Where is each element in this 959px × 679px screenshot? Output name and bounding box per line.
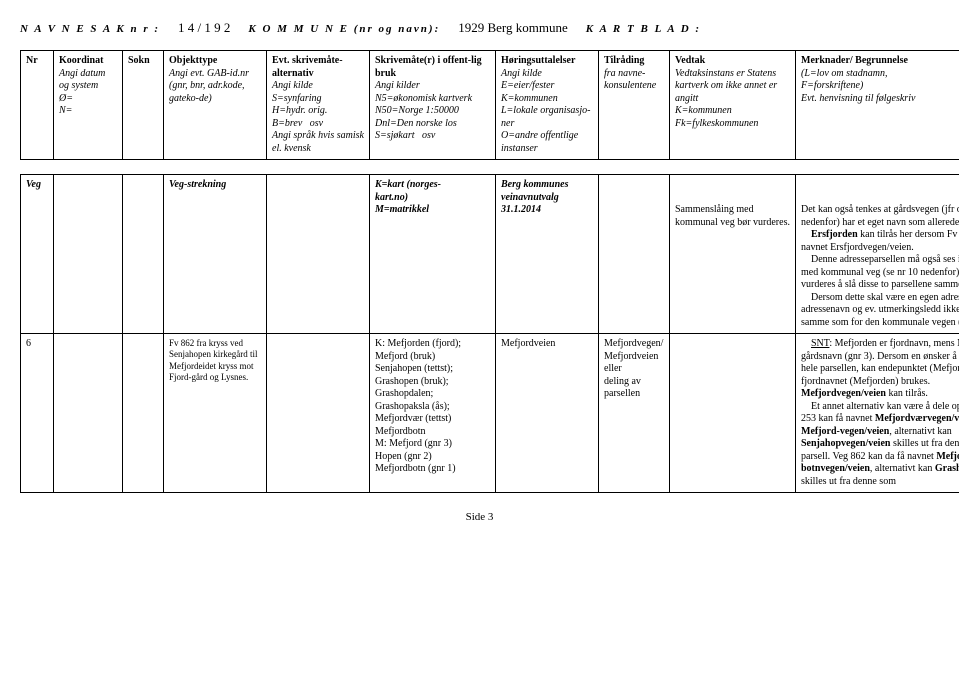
r2-sokn: [123, 334, 164, 493]
r1-nr: Veg: [21, 175, 54, 334]
col-obj-b: Objekttype: [169, 55, 217, 66]
navnesak-label: N A V N E S A K n r :: [20, 23, 160, 35]
col-evt-b: Evt. skrivemåte-alternativ: [272, 55, 343, 79]
r1-koor: [54, 175, 123, 334]
col-skr-i: Angi kilder N5=økonomisk kartverk N50=No…: [375, 80, 472, 141]
r1-sokn: [123, 175, 164, 334]
r2-ved: [670, 334, 796, 493]
table-row: 6 Fv 862 fra kryss ved Senjahopen kirkeg…: [21, 334, 959, 493]
col-koor-i: Angi datum og system Ø= N=: [59, 68, 105, 117]
col-skr-b: Skrivemåte(r) i offent-lig bruk: [375, 55, 482, 79]
kartblad-label: K A R T B L A D :: [586, 23, 701, 35]
col-sokn: Sokn: [128, 55, 150, 66]
col-hor-i: Angi kilde E=eier/fester K=kommunen L=lo…: [501, 68, 590, 154]
r2-skr: K: Mefjorden (fjord); Mefjord (bruk) Sen…: [370, 334, 496, 493]
r2-obj: Fv 862 fra kryss ved Senjahopen kirkegår…: [164, 334, 267, 493]
col-til-i: fra navne-konsulentene: [604, 68, 656, 92]
navnesak-val: 1 4 / 1 9 2: [178, 20, 230, 36]
col-ved-i: Vedtaksinstans er Statens kartverk om ik…: [675, 68, 780, 129]
body-table: Veg Veg-strekning K=kart (norges- kart.n…: [20, 174, 959, 493]
doc-header: N A V N E S A K n r : 1 4 / 1 9 2 K O M …: [20, 20, 939, 36]
kommune-label: K O M M U N E (nr og navn):: [248, 23, 440, 35]
r1-ved: Sammenslåing med kommunal veg bør vurder…: [670, 175, 796, 334]
col-merk-i: (L=lov om stadnamn, F=forskriftene) Evt.…: [801, 68, 915, 104]
r2-hor: Mefjordveien: [496, 334, 599, 493]
r2-koor: [54, 334, 123, 493]
r2-evt: [267, 334, 370, 493]
r2-merk: SNT: Mefjorden er fjordnavn, mens Mefjor…: [796, 334, 959, 493]
col-til-b: Tilråding: [604, 55, 644, 66]
col-obj-i: Angi evt. GAB-id.nr (gnr, bnr, adr.kode,…: [169, 68, 249, 104]
col-koor-b: Koordinat: [59, 55, 103, 66]
col-nr: Nr: [26, 55, 38, 66]
col-evt-i: Angi kilde S=synfaring H=hydr. orig. B=b…: [272, 80, 366, 154]
header-table: Nr Koordinat Angi datum og system Ø= N= …: [20, 50, 959, 160]
r1-merk: Det kan også tenkes at gårdsvegen (jfr o…: [796, 175, 959, 334]
header-row: Nr Koordinat Angi datum og system Ø= N= …: [21, 51, 959, 160]
table-row: Veg Veg-strekning K=kart (norges- kart.n…: [21, 175, 959, 334]
r2-til: Mefjordvegen/ Mefjordveien eller deling …: [599, 334, 670, 493]
r1-skr: K=kart (norges- kart.no) M=matrikkel: [370, 175, 496, 334]
page-number: Side 3: [20, 511, 939, 523]
r1-obj: Veg-strekning: [164, 175, 267, 334]
col-merk-b: Merknader/ Begrunnelse: [801, 55, 908, 66]
col-hor-b: Høringsuttalelser: [501, 55, 575, 66]
r1-evt: [267, 175, 370, 334]
r1-til: [599, 175, 670, 334]
r1-hor: Berg kommunes veinavnutvalg 31.1.2014: [496, 175, 599, 334]
col-ved-b: Vedtak: [675, 55, 705, 66]
kommune-val: 1929 Berg kommune: [458, 20, 568, 36]
r2-nr: 6: [21, 334, 54, 493]
